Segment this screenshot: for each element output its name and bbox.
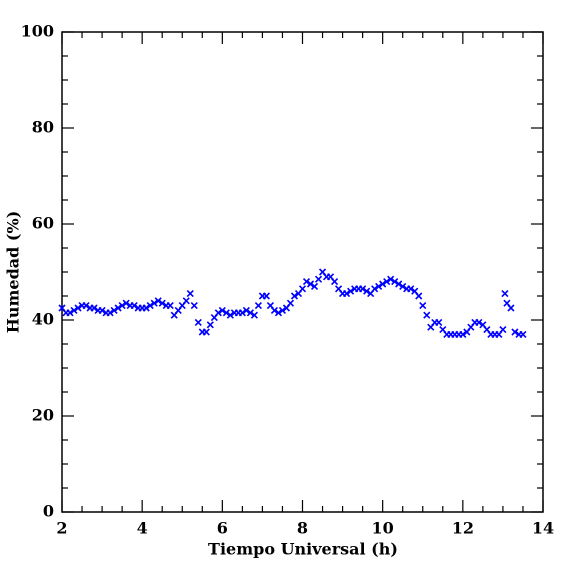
point [302, 278, 311, 286]
point [66, 309, 74, 317]
x-tick-label: 6 [217, 519, 228, 538]
point [222, 309, 230, 317]
point [110, 306, 118, 314]
point [511, 328, 519, 336]
point [154, 297, 162, 305]
point [331, 278, 339, 286]
point [347, 287, 355, 295]
point [250, 311, 258, 319]
point [82, 302, 90, 310]
point [270, 306, 279, 314]
point [395, 280, 403, 288]
plot-frame [61, 31, 544, 513]
point [391, 278, 399, 286]
point [383, 278, 391, 286]
point [507, 304, 515, 312]
point [363, 287, 371, 295]
point [310, 282, 319, 290]
point [194, 318, 202, 326]
y-axis-label: Humedad (%) [4, 211, 23, 334]
point [306, 280, 315, 288]
point [407, 285, 415, 293]
point [238, 309, 246, 317]
point [70, 306, 78, 314]
point [419, 302, 427, 310]
point [146, 302, 154, 310]
point [74, 304, 82, 312]
point [499, 326, 507, 334]
point [519, 330, 527, 338]
point [399, 282, 407, 290]
point [501, 290, 509, 298]
point [278, 306, 287, 314]
point [186, 290, 194, 298]
point [343, 290, 351, 298]
point [475, 318, 483, 326]
x-tick-label: 4 [137, 519, 148, 538]
point [150, 299, 158, 307]
point [290, 292, 299, 300]
point [206, 321, 214, 329]
y-tick-label: 0 [43, 502, 54, 521]
x-tick-label: 12 [452, 519, 474, 538]
point [379, 280, 387, 288]
point [218, 306, 226, 314]
point [130, 302, 138, 310]
point [190, 302, 198, 310]
point [415, 292, 423, 300]
x-axis-label: Tiempo Universal (h) [208, 540, 398, 559]
point [298, 285, 307, 293]
point [114, 304, 122, 312]
point [242, 306, 250, 314]
point [274, 309, 283, 317]
point [226, 311, 234, 319]
y-tick-label: 100 [21, 22, 54, 41]
point [98, 306, 106, 314]
point [387, 275, 395, 283]
point [371, 285, 379, 293]
point [314, 275, 323, 283]
point [182, 297, 190, 305]
point [158, 299, 166, 307]
point [166, 302, 174, 310]
y-tick-label: 40 [32, 310, 54, 329]
point [214, 309, 222, 317]
point [262, 292, 270, 300]
point [246, 309, 254, 317]
point [142, 304, 150, 312]
point [423, 311, 431, 319]
point [459, 330, 467, 338]
x-tick-label: 2 [56, 519, 67, 538]
x-tick-label: 8 [297, 519, 308, 538]
point [359, 285, 367, 293]
point [286, 299, 295, 307]
y-tick-label: 60 [32, 214, 54, 233]
x-tick-label: 14 [532, 519, 554, 538]
point [254, 302, 262, 310]
point [202, 328, 210, 336]
point [435, 318, 443, 326]
point [106, 309, 114, 317]
point [375, 282, 383, 290]
point [118, 302, 126, 310]
point [122, 299, 130, 307]
y-tick-label: 80 [32, 118, 54, 137]
y-tick-label: 20 [32, 406, 54, 425]
x-tick-label: 10 [372, 519, 394, 538]
point [90, 304, 98, 312]
